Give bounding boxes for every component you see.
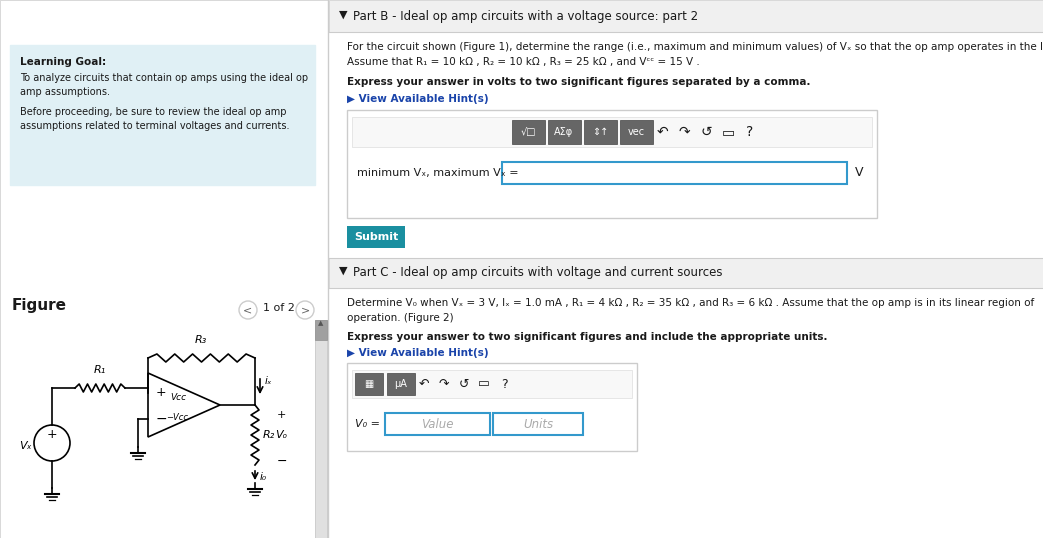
Circle shape <box>239 301 257 319</box>
Bar <box>512 120 545 144</box>
Text: Figure: Figure <box>13 298 67 313</box>
Text: ↷: ↷ <box>678 125 689 139</box>
Bar <box>493 413 583 435</box>
Text: <: < <box>243 305 252 315</box>
Text: i₀: i₀ <box>260 472 267 482</box>
Bar <box>347 226 405 248</box>
Text: amp assumptions.: amp assumptions. <box>20 87 110 97</box>
Text: √□: √□ <box>520 127 536 137</box>
Circle shape <box>34 425 70 461</box>
Text: AΣφ: AΣφ <box>555 127 574 137</box>
Text: +: + <box>156 386 167 400</box>
Text: Express your answer in volts to two significant figures separated by a comma.: Express your answer in volts to two sign… <box>347 77 810 87</box>
Bar <box>548 120 581 144</box>
Text: Part C - Ideal op amp circuits with voltage and current sources: Part C - Ideal op amp circuits with volt… <box>353 266 723 279</box>
Text: assumptions related to terminal voltages and currents.: assumptions related to terminal voltages… <box>20 121 290 131</box>
Text: operation. (Figure 2): operation. (Figure 2) <box>347 313 454 323</box>
Text: ▭: ▭ <box>478 378 490 391</box>
Text: −: − <box>156 412 168 426</box>
Text: ↺: ↺ <box>700 125 711 139</box>
Text: ▶ View Available Hint(s): ▶ View Available Hint(s) <box>347 348 488 358</box>
Text: ▶ View Available Hint(s): ▶ View Available Hint(s) <box>347 94 488 104</box>
Bar <box>0 0 328 538</box>
Text: vec: vec <box>628 127 645 137</box>
Text: −: − <box>277 455 288 468</box>
Bar <box>329 0 1043 32</box>
Bar <box>10 45 315 185</box>
Text: −Vcc: −Vcc <box>166 413 188 421</box>
Text: μA: μA <box>394 379 408 389</box>
Bar <box>584 120 617 144</box>
Text: >: > <box>300 305 310 315</box>
Text: ▼: ▼ <box>339 266 347 276</box>
Text: ?: ? <box>501 378 507 391</box>
Bar <box>315 320 328 340</box>
Text: Express your answer to two significant figures and include the appropriate units: Express your answer to two significant f… <box>347 332 827 342</box>
Text: Assume that R₁ = 10 kΩ , R₂ = 10 kΩ , R₃ = 25 kΩ , and Vᶜᶜ = 15 V .: Assume that R₁ = 10 kΩ , R₂ = 10 kΩ , R₃… <box>347 57 700 67</box>
Text: Learning Goal:: Learning Goal: <box>20 57 106 67</box>
Text: Before proceeding, be sure to review the ideal op amp: Before proceeding, be sure to review the… <box>20 107 287 117</box>
Text: V: V <box>855 166 864 180</box>
Bar <box>351 370 632 398</box>
Text: 1 of 2: 1 of 2 <box>263 303 295 313</box>
Bar <box>347 110 877 218</box>
Bar <box>502 162 847 184</box>
Text: To analyze circuits that contain op amps using the ideal op: To analyze circuits that contain op amps… <box>20 73 308 83</box>
Text: iₓ: iₓ <box>265 376 272 386</box>
Text: ⇕↑: ⇕↑ <box>591 127 608 137</box>
Text: Part B - Ideal op amp circuits with a voltage source: part 2: Part B - Ideal op amp circuits with a vo… <box>353 10 698 23</box>
Circle shape <box>296 301 314 319</box>
Text: Determine V₀ when Vₓ = 3 V, Iₓ = 1.0 mA , R₁ = 4 kΩ , R₂ = 35 kΩ , and R₃ = 6 kΩ: Determine V₀ when Vₓ = 3 V, Iₓ = 1.0 mA … <box>347 298 1035 308</box>
Text: ▦: ▦ <box>364 379 373 389</box>
Text: ↶: ↶ <box>418 378 430 391</box>
Bar <box>347 363 637 451</box>
Text: ▭: ▭ <box>722 125 734 139</box>
Text: Submit: Submit <box>354 232 398 242</box>
Text: ↷: ↷ <box>439 378 450 391</box>
Text: +: + <box>47 428 57 442</box>
Text: ▲: ▲ <box>318 320 323 326</box>
Bar <box>328 0 1043 538</box>
Text: R₂: R₂ <box>263 430 275 440</box>
Bar <box>620 120 653 144</box>
Text: Units: Units <box>523 417 553 430</box>
Text: R₁: R₁ <box>94 365 106 375</box>
Bar <box>315 320 328 538</box>
Text: Value: Value <box>421 417 454 430</box>
Text: Vₓ: Vₓ <box>20 441 32 451</box>
Bar <box>355 373 383 395</box>
Bar <box>329 258 1043 288</box>
Bar <box>351 117 872 147</box>
Text: V₀ =: V₀ = <box>355 419 380 429</box>
Bar <box>385 413 490 435</box>
Text: minimum Vₓ, maximum Vₓ =: minimum Vₓ, maximum Vₓ = <box>357 168 518 178</box>
Bar <box>387 373 415 395</box>
Text: For the circuit shown (Figure 1), determine the range (i.e., maximum and minimum: For the circuit shown (Figure 1), determ… <box>347 42 1043 52</box>
Text: Vₒ: Vₒ <box>275 430 287 440</box>
Text: +: + <box>277 410 287 420</box>
Text: ↶: ↶ <box>656 125 668 139</box>
Text: ?: ? <box>747 125 754 139</box>
Text: Vcc: Vcc <box>170 393 186 401</box>
Text: ▼: ▼ <box>339 10 347 20</box>
Text: R₃: R₃ <box>195 335 208 345</box>
Text: ↺: ↺ <box>459 378 469 391</box>
